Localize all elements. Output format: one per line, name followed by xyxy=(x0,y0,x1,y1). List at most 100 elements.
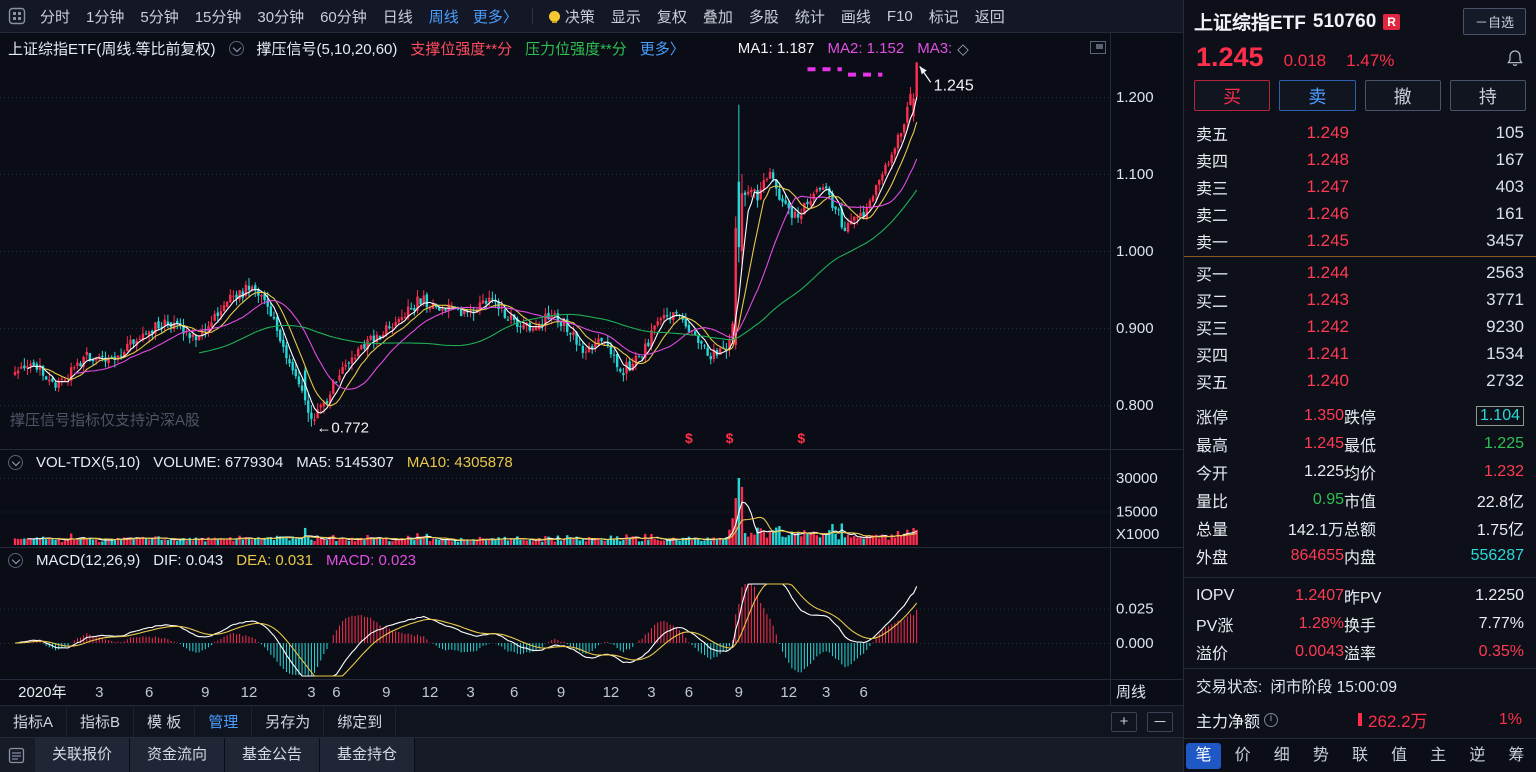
volume-pane-header: VOL-TDX(5,10) VOLUME: 6779304 MA5: 51453… xyxy=(8,454,513,471)
stat-row: 总量 142.1万 总额 1.75亿 xyxy=(1184,514,1536,542)
app-menu-icon[interactable] xyxy=(8,7,26,25)
info-icon[interactable] xyxy=(1264,712,1279,727)
stat-label-均价: 均价 xyxy=(1344,466,1377,483)
tool-标记[interactable]: 标记 xyxy=(928,8,959,26)
indicator-name[interactable]: 撑压信号(5,10,20,60) xyxy=(256,41,398,58)
book-level-label: 卖五 xyxy=(1196,126,1229,144)
panel-tab-逆[interactable]: 逆 xyxy=(1469,746,1486,764)
order-book-row[interactable]: 买二 1.243 3771 xyxy=(1184,286,1536,313)
stat-label-跌停: 跌停 xyxy=(1344,410,1377,427)
order-book-row[interactable]: 卖五 1.249 105 xyxy=(1184,119,1536,146)
period-tab-周线[interactable]: 周线 xyxy=(428,8,459,26)
book-price: 1.246 xyxy=(1306,203,1349,223)
order-book-row[interactable]: 卖二 1.246 161 xyxy=(1184,200,1536,227)
svg-text:1.200: 1.200 xyxy=(1116,89,1154,106)
toolbar-divider xyxy=(531,8,533,24)
macd-value: MACD: 0.023 xyxy=(325,552,417,569)
book-volume: 9230 xyxy=(1486,316,1524,336)
tool-多股[interactable]: 多股 xyxy=(748,8,779,26)
bottom-tab-关联报价[interactable]: 关联报价 xyxy=(35,737,131,772)
bottom-tab-基金公告[interactable]: 基金公告 xyxy=(225,737,321,772)
more-periods-button[interactable]: 更多〉 xyxy=(472,8,518,26)
panel-tab-细[interactable]: 细 xyxy=(1273,746,1290,764)
order-book-row[interactable]: 买一 1.244 2563 xyxy=(1184,259,1536,286)
trading-status-row: 交易状态: 闭市阶段 15:00:09 xyxy=(1184,668,1536,701)
panel-tab-值[interactable]: 值 xyxy=(1391,746,1408,764)
collapse-macd-icon[interactable] xyxy=(8,553,23,568)
alert-bell-icon[interactable] xyxy=(1506,49,1524,67)
book-level-label: 买二 xyxy=(1196,293,1229,311)
panel-tab-主[interactable]: 主 xyxy=(1430,746,1447,764)
order-book-row[interactable]: 买三 1.242 9230 xyxy=(1184,313,1536,340)
price-change: 0.018 xyxy=(1283,51,1327,70)
stat-label-总量: 总量 xyxy=(1196,522,1229,539)
panel-tab-势[interactable]: 势 xyxy=(1312,746,1329,764)
main-flow-percent: 1% xyxy=(1498,710,1522,728)
macd-indicator-name[interactable]: MACD(12,26,9) xyxy=(36,552,141,569)
tool-统计[interactable]: 统计 xyxy=(794,8,825,26)
stat-label-昨PV: 昨PV xyxy=(1344,590,1382,607)
indicator-tab-管理[interactable]: 管理 xyxy=(195,706,253,737)
tool-复权[interactable]: 复权 xyxy=(656,8,687,26)
tool-画线[interactable]: 画线 xyxy=(840,8,871,26)
svg-text:9: 9 xyxy=(557,684,565,701)
bottom-tab-基金持仓[interactable]: 基金持仓 xyxy=(320,737,416,772)
持-button[interactable]: 持 xyxy=(1449,80,1526,111)
collapse-volume-icon[interactable] xyxy=(8,455,23,470)
zoom-out-button[interactable]: － xyxy=(1147,711,1173,732)
period-tab-分时[interactable]: 分时 xyxy=(40,8,71,26)
tool-F10[interactable]: F10 xyxy=(886,7,913,25)
order-book-row[interactable]: 卖三 1.247 403 xyxy=(1184,173,1536,200)
撤-button[interactable]: 撤 xyxy=(1364,80,1441,111)
period-tab-日线[interactable]: 日线 xyxy=(382,8,413,26)
period-tab-15分钟[interactable]: 15分钟 xyxy=(194,8,242,26)
remove-watchlist-button[interactable]: －自选 xyxy=(1462,8,1526,35)
flow-mini-bar xyxy=(1358,713,1363,726)
stat-row: 今开 1.225 均价 1.232 xyxy=(1184,458,1536,486)
indicator-tab-指标B[interactable]: 指标B xyxy=(67,706,135,737)
order-book-row[interactable]: 买五 1.240 2732 xyxy=(1184,367,1536,394)
book-volume: 3457 xyxy=(1486,230,1524,250)
indicator-more-button[interactable]: 更多〉 xyxy=(639,41,685,58)
period-tab-30分钟[interactable]: 30分钟 xyxy=(257,8,305,26)
svg-text:6: 6 xyxy=(510,684,518,701)
period-tab-60分钟[interactable]: 60分钟 xyxy=(320,8,367,26)
chart-canvas[interactable]: 1.200 1.100 1.000 0.900 0.800 30000 15000 X1000… xyxy=(0,33,1183,705)
collapse-indicator-icon[interactable] xyxy=(228,41,244,56)
tool-返回[interactable]: 返回 xyxy=(974,8,1005,26)
panel-tab-笔[interactable]: 笔 xyxy=(1186,742,1222,769)
indicator-tab-另存为[interactable]: 另存为 xyxy=(252,706,325,737)
panel-tab-筹[interactable]: 筹 xyxy=(1508,746,1525,764)
indicator-tab-指标A[interactable]: 指标A xyxy=(0,706,68,737)
volume-indicator-name[interactable]: VOL-TDX(5,10) xyxy=(36,454,141,471)
order-book-row[interactable]: 卖一 1.245 3457 xyxy=(1184,227,1536,254)
stat-row: 外盘 864655 内盘 556287 xyxy=(1184,542,1536,570)
stats-grid: 涨停 1.350 跌停 1.104 最高 1.245 最低 1.225 今开 1.225 均价 1.2… xyxy=(1184,394,1536,570)
svg-text:$: $ xyxy=(685,430,693,446)
trading-status-label: 交易状态: xyxy=(1196,679,1263,696)
svg-text:$: $ xyxy=(797,430,805,446)
order-book-row[interactable]: 买四 1.241 1534 xyxy=(1184,340,1536,367)
indicator-tab-模 板[interactable]: 模 板 xyxy=(134,706,196,737)
indicator-tab-绑定到[interactable]: 绑定到 xyxy=(324,706,397,737)
vol-ma10-line xyxy=(43,516,917,541)
book-volume: 2563 xyxy=(1486,262,1524,282)
tool-叠加[interactable]: 叠加 xyxy=(702,8,733,26)
order-book-row[interactable]: 卖四 1.248 167 xyxy=(1184,146,1536,173)
卖-button[interactable]: 卖 xyxy=(1279,80,1356,111)
panel-tab-联[interactable]: 联 xyxy=(1351,746,1368,764)
expand-chart-icon[interactable] xyxy=(1090,41,1106,54)
买-button[interactable]: 买 xyxy=(1194,80,1271,111)
stat-label-IOPV: IOPV xyxy=(1196,587,1235,604)
stat-value-总额: 1.75亿 xyxy=(1476,522,1524,539)
period-tab-5分钟[interactable]: 5分钟 xyxy=(140,8,179,26)
zoom-in-button[interactable]: + xyxy=(1111,711,1137,732)
bottom-tab-资金流向[interactable]: 资金流向 xyxy=(130,737,226,772)
period-tab-1分钟[interactable]: 1分钟 xyxy=(86,8,125,26)
tool-决策[interactable]: 决策 xyxy=(541,4,603,29)
stat-value-溢价: 0.0043 xyxy=(1295,643,1344,660)
panel-list-icon[interactable] xyxy=(8,747,25,764)
panel-tab-价[interactable]: 价 xyxy=(1234,746,1251,764)
book-volume: 105 xyxy=(1495,122,1524,142)
tool-显示[interactable]: 显示 xyxy=(610,8,641,26)
